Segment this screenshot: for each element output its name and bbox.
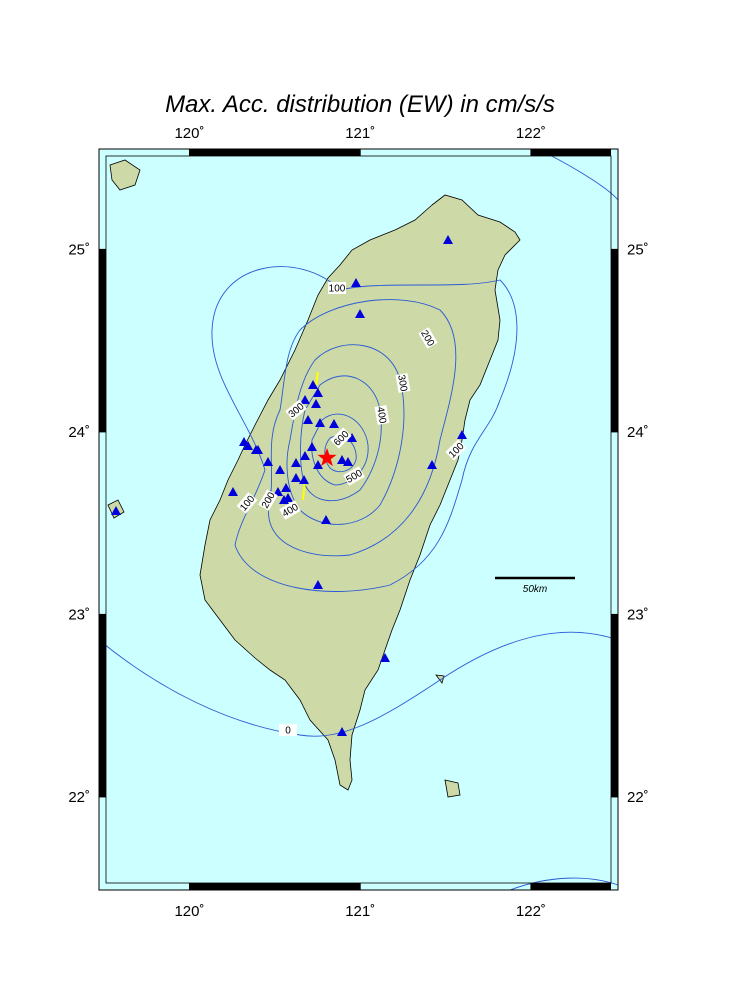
station: [315, 418, 325, 427]
contour-label-bg: [330, 427, 352, 449]
contour-label-bg: [279, 500, 301, 520]
epicenter: [317, 448, 337, 467]
station: [351, 278, 361, 287]
station: [291, 458, 301, 467]
frame-band: [611, 614, 618, 797]
contour-label-bg: [258, 489, 278, 511]
station: [300, 395, 310, 404]
station: [275, 465, 285, 474]
lat-tick-label: 22˚: [68, 789, 90, 806]
station: [321, 515, 331, 524]
frame-band: [530, 149, 611, 156]
lat-tick-label: 25˚: [68, 241, 90, 258]
station: [243, 441, 253, 450]
contour-label-bg: [343, 466, 365, 486]
contour-label: 400: [374, 406, 388, 425]
contour-label: 100: [329, 284, 346, 295]
station: [380, 653, 390, 662]
lat-tick-label: 23˚: [68, 606, 90, 623]
lon-tick-label: 121˚: [345, 125, 375, 142]
frame-band: [611, 249, 618, 432]
contour-label-bg: [374, 405, 390, 425]
station: [228, 487, 238, 496]
station: [427, 460, 437, 469]
map-layers: [98, 149, 619, 891]
station: [347, 433, 357, 442]
contour-label-bg: [236, 492, 258, 514]
lon-tick-label: 121˚: [345, 903, 375, 920]
station: [303, 415, 313, 424]
frame-band: [99, 614, 106, 797]
contour-label-bg: [418, 327, 438, 349]
contour-label: 0: [285, 726, 291, 737]
station: [311, 399, 321, 408]
contour-line: [98, 631, 619, 737]
frame-band: [189, 883, 361, 890]
contour-label-bg: [328, 282, 346, 294]
station: [263, 457, 273, 466]
station: [355, 309, 365, 318]
contour-label-bg: [445, 439, 467, 461]
station: [307, 442, 317, 451]
contour-line: [509, 877, 619, 891]
lat-tick-label: 23˚: [627, 606, 649, 623]
station: [291, 473, 301, 482]
contour-label-bg: [279, 724, 297, 736]
station: [299, 475, 309, 484]
station: [251, 445, 261, 454]
contour-label: 300: [395, 374, 409, 393]
station: [329, 419, 339, 428]
lat-tick-label: 24˚: [627, 424, 649, 441]
station: [337, 455, 347, 464]
frame-band: [189, 149, 361, 156]
station: [343, 457, 353, 466]
contour-label-bg: [395, 373, 411, 393]
lat-tick-label: 25˚: [627, 241, 649, 258]
frame-band: [99, 249, 106, 432]
frame-band: [530, 883, 611, 890]
contour-line: [286, 344, 405, 525]
station: [279, 495, 289, 504]
station: [313, 388, 323, 397]
lat-tick-label: 24˚: [68, 424, 90, 441]
lon-tick-label: 120˚: [174, 125, 204, 142]
station: [443, 235, 453, 244]
station: [300, 451, 310, 460]
station: [281, 483, 291, 492]
station: [337, 727, 347, 736]
map-title: Max. Acc. distribution (EW) in cm/s/s: [165, 91, 555, 118]
station: [457, 430, 467, 439]
contour-label-bg: [285, 399, 307, 421]
station: [273, 487, 283, 496]
station: [313, 580, 323, 589]
lon-tick-label: 120˚: [174, 903, 204, 920]
island: [107, 159, 461, 798]
land: [199, 194, 521, 791]
scale-bar-label: 50km: [523, 584, 547, 595]
lat-tick-label: 22˚: [627, 789, 649, 806]
station: [313, 460, 323, 469]
lon-tick-label: 122˚: [516, 903, 546, 920]
contour-line: [211, 266, 518, 592]
station: [308, 380, 318, 389]
station: [111, 506, 121, 515]
contour-line: [268, 299, 457, 557]
lon-tick-label: 122˚: [516, 125, 546, 142]
